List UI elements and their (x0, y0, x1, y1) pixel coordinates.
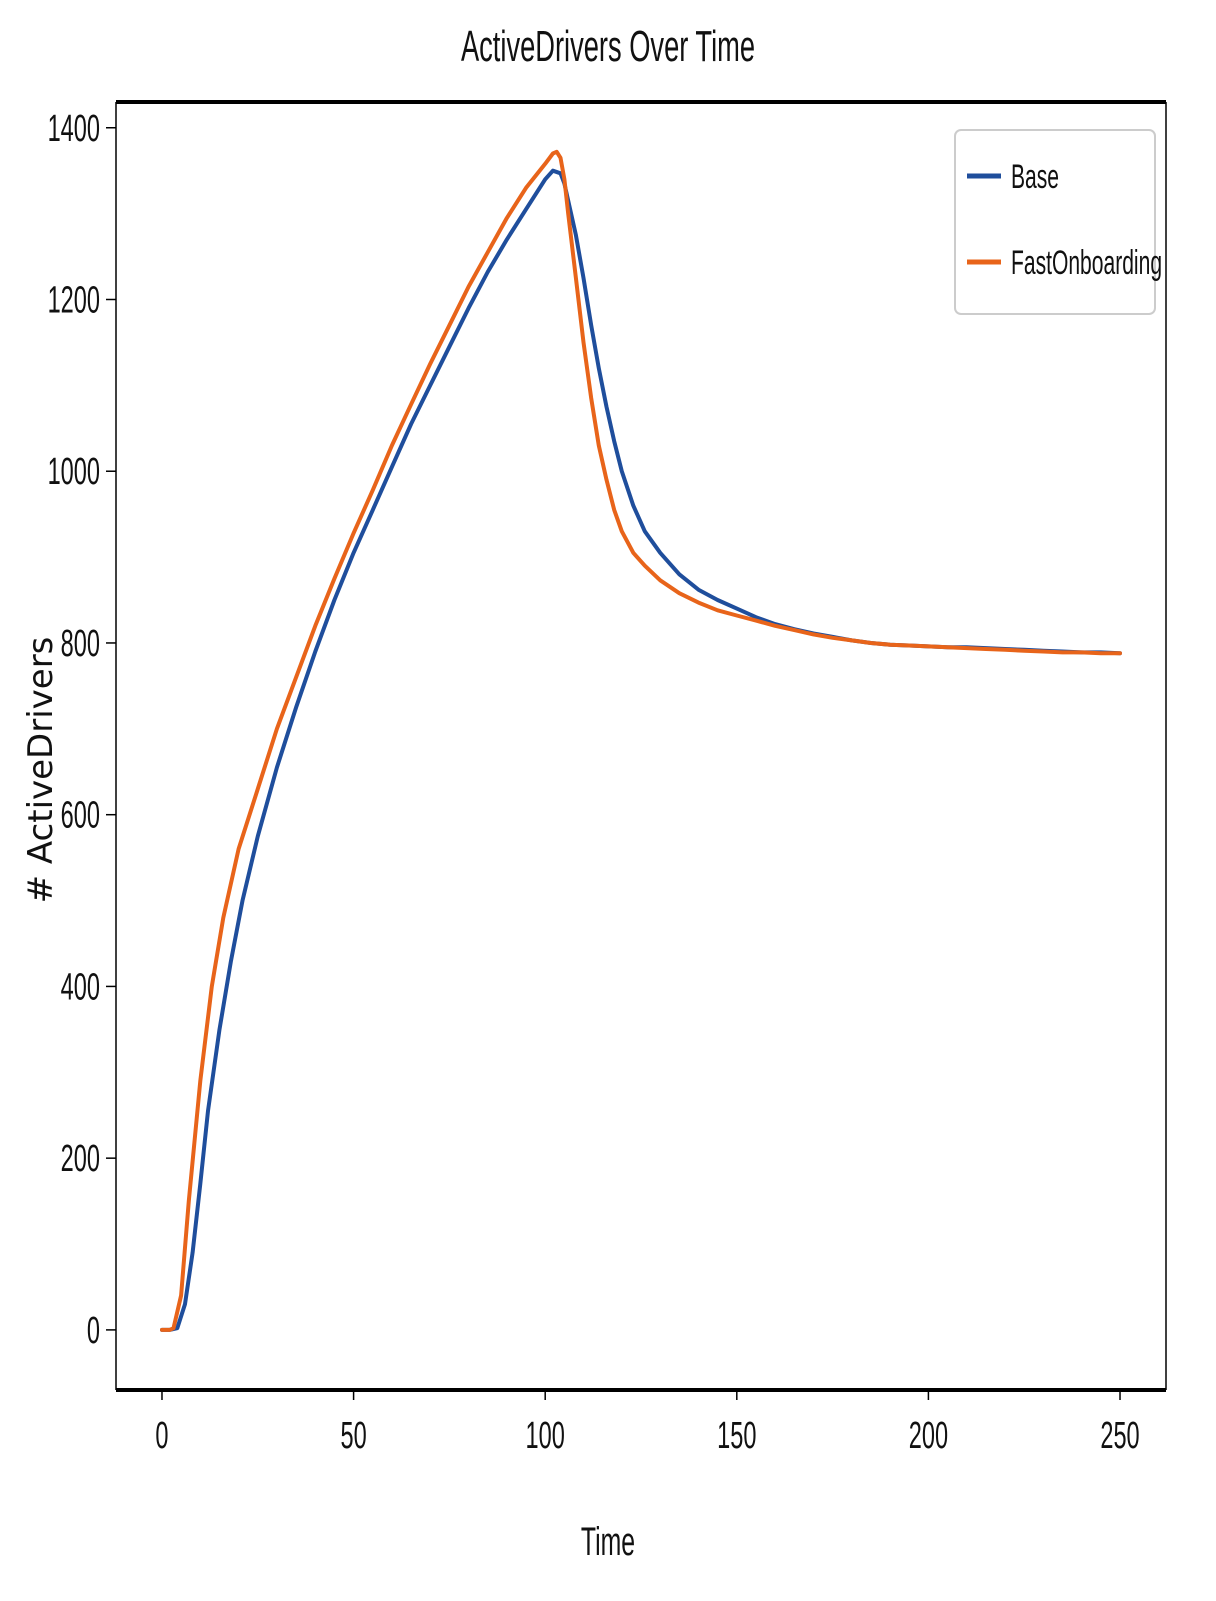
plot-frame (115, 100, 1167, 1392)
legend-label: Base (1011, 157, 1059, 195)
y-tick-label: 400 (61, 965, 100, 1008)
x-axis-label: Time (580, 1520, 636, 1564)
y-tick-label: 200 (61, 1136, 100, 1179)
y-tick-label: 1400 (48, 106, 100, 149)
y-axis-label: # ActiveDrivers (21, 636, 61, 904)
y-tick-label: 600 (61, 793, 100, 836)
x-tick-label: 0 (155, 1413, 168, 1456)
y-axis-ticks: 0 200 400 600 800 1000 1200 1400 (48, 106, 116, 1351)
series-line-fastonboarding (160, 149, 1122, 1332)
chart-title: ActiveDrivers Over Time (460, 22, 756, 71)
y-tick-label: 1200 (48, 278, 100, 321)
legend-label: FastOnboarding (1011, 243, 1162, 281)
series-lines (160, 149, 1122, 1332)
x-tick-label: 200 (909, 1413, 948, 1456)
x-tick-label: 100 (526, 1413, 565, 1456)
y-tick-label: 800 (61, 621, 100, 664)
legend-box (954, 129, 1156, 315)
x-axis-ticks: 0 50 100 150 200 250 (155, 1390, 1140, 1456)
x-tick-label: 150 (717, 1413, 756, 1456)
x-tick-label: 250 (1100, 1413, 1139, 1456)
y-tick-label: 0 (87, 1308, 100, 1351)
y-tick-label: 1000 (48, 449, 100, 492)
legend: Base FastOnboarding (954, 129, 1162, 315)
x-tick-label: 50 (340, 1413, 366, 1456)
plot-area (116, 102, 1166, 1390)
